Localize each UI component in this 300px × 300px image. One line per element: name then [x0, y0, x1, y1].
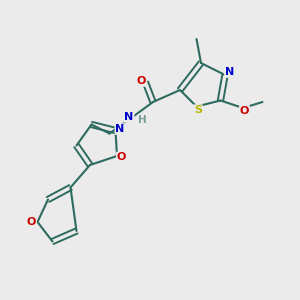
Text: N: N: [225, 67, 234, 77]
Text: O: O: [240, 106, 249, 116]
Text: S: S: [194, 105, 202, 115]
Text: O: O: [27, 217, 36, 227]
Text: N: N: [116, 124, 124, 134]
Text: O: O: [136, 76, 146, 86]
Text: N: N: [124, 112, 134, 122]
Text: O: O: [117, 152, 126, 163]
Text: H: H: [137, 115, 146, 125]
